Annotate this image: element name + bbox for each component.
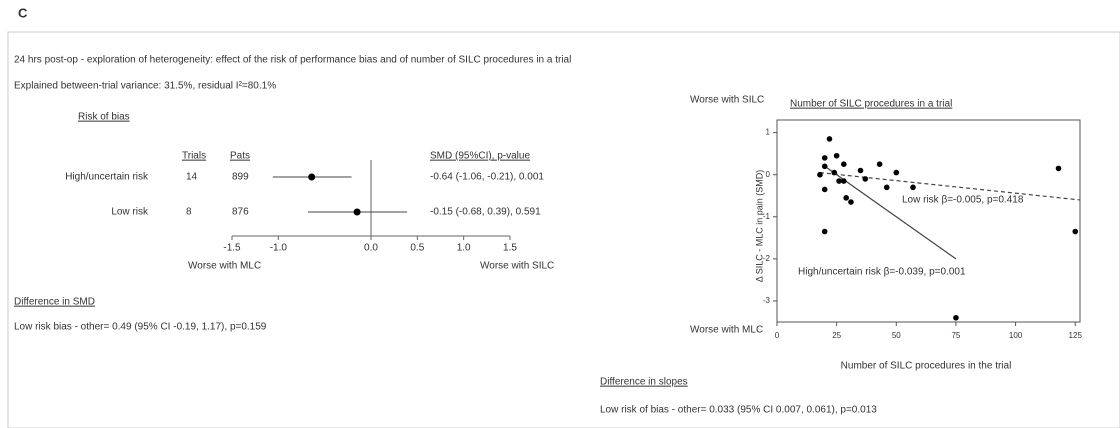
point: [883, 184, 890, 191]
slopes-title: Difference in slopes: [600, 377, 688, 388]
x-tick-label: 0: [775, 331, 780, 340]
point: [353, 208, 361, 216]
right-label: Worse with SILC: [480, 261, 554, 272]
row-label: Low risk: [111, 207, 149, 218]
x-tick-label: -1.0: [270, 243, 288, 254]
scatter-title: Number of SILC procedures in a trial: [790, 99, 952, 110]
annotation: Low risk β=-0.005, p=0.418: [902, 195, 1024, 206]
point: [893, 169, 900, 176]
heading: 24 hrs post-op - exploration of heteroge…: [14, 55, 571, 66]
point: [841, 178, 847, 184]
y-tick-label: 0: [766, 170, 771, 179]
point: [831, 169, 838, 176]
x-tick-label: 100: [1009, 331, 1023, 340]
x-tick-label: 50: [892, 331, 901, 340]
x-tick-label: 25: [832, 331, 841, 340]
forest-title: Risk of bias: [78, 112, 130, 123]
column-header: Trials: [182, 151, 206, 162]
y-tick-label: -3: [763, 296, 771, 305]
point: [841, 161, 847, 167]
x-tick-label: 1.0: [457, 243, 471, 254]
point: [848, 199, 854, 205]
point: [910, 184, 916, 191]
fit-line: [824, 165, 957, 260]
diff-text: Low risk bias - other= 0.49 (95% CI -0.1…: [14, 322, 267, 333]
point: [821, 186, 828, 193]
x-tick-label: 0.0: [364, 243, 378, 254]
point: [843, 195, 849, 201]
x-tick-label: -1.5: [223, 243, 241, 254]
x-tick-label: 0.5: [410, 243, 424, 254]
panel-label: C: [18, 5, 28, 20]
point: [833, 152, 840, 159]
bottom-label: Worse with MLC: [690, 325, 763, 336]
point: [1055, 165, 1062, 172]
value-label: -0.15 (-0.68, 0.39), 0.591: [430, 207, 541, 218]
plot-frame: [776, 119, 1081, 323]
row-label: High/uncertain risk: [65, 172, 149, 183]
pats: 876: [232, 207, 249, 218]
point: [826, 136, 833, 142]
trials: 8: [186, 207, 192, 218]
x-tick-label: 75: [951, 331, 960, 340]
point: [817, 171, 823, 178]
point: [953, 314, 959, 321]
left-label: Worse with MLC: [188, 261, 261, 272]
slopes-text: Low risk of bias - other= 0.033 (95% CI …: [600, 405, 877, 416]
x-tick-label: 125: [1069, 331, 1083, 340]
point: [1072, 228, 1079, 235]
y-tick-label: -2: [763, 254, 771, 263]
result-header: SMD (95%CI), p-value: [430, 151, 530, 162]
explained: Explained between-trial variance: 31.5%,…: [14, 81, 276, 92]
pats: 899: [232, 172, 249, 183]
point: [821, 228, 828, 235]
y-tick-label: 1: [766, 128, 771, 137]
point: [308, 173, 316, 181]
y-tick-label: -1: [763, 212, 771, 221]
point: [821, 155, 828, 161]
point: [836, 178, 842, 184]
point: [862, 176, 869, 182]
diff-title: Difference in SMD: [14, 297, 95, 308]
x-axis-label: Number of SILC procedures in the trial: [841, 361, 1012, 372]
trials: 14: [186, 172, 198, 183]
panel-frame: [7, 31, 1120, 428]
top-label: Worse with SILC: [690, 95, 764, 106]
value-label: -0.64 (-1.06, -0.21), 0.001: [430, 172, 544, 183]
point: [876, 161, 883, 167]
point: [857, 167, 864, 174]
x-tick-label: 1.5: [503, 243, 517, 254]
column-header: Pats: [230, 151, 250, 162]
y-axis-label: Δ SILC - MLC in pain (SMD): [754, 170, 764, 283]
point: [821, 163, 828, 170]
annotation: High/uncertain risk β=-0.039, p=0.001: [798, 267, 966, 278]
